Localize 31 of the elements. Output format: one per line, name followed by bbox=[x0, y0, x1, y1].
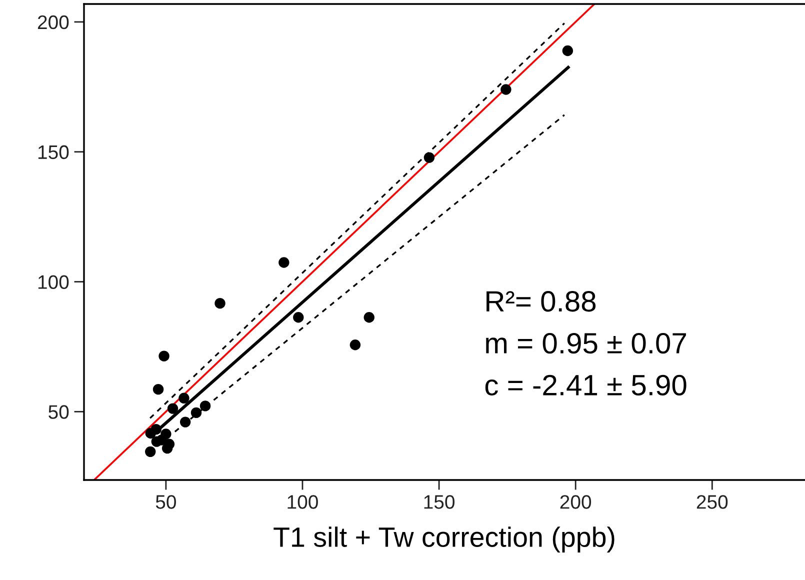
annotation: c = -2.41 ± 5.90 bbox=[485, 374, 686, 396]
point bbox=[200, 400, 211, 412]
y-tick-label: 200 bbox=[38, 15, 69, 30]
point bbox=[190, 407, 202, 418]
x-tick-label: 200 bbox=[560, 495, 592, 509]
point bbox=[178, 392, 190, 404]
point bbox=[214, 298, 226, 309]
y-tick-label: 50 bbox=[48, 405, 69, 419]
x-tick-label: 150 bbox=[424, 495, 454, 509]
y-tick-label: 100 bbox=[38, 275, 69, 289]
annotation: m = 0.95 ± 0.07 bbox=[486, 332, 686, 354]
point bbox=[152, 384, 164, 395]
point bbox=[424, 152, 435, 163]
point bbox=[158, 350, 170, 362]
point bbox=[156, 434, 167, 446]
annotation: R²= 0.88 bbox=[486, 291, 596, 312]
x-axis-title: T1 silt + Tw correction (ppb) bbox=[274, 526, 614, 552]
point bbox=[293, 312, 304, 323]
x-tick-label: 100 bbox=[288, 495, 318, 509]
y-tick-label: 150 bbox=[38, 145, 69, 160]
x-tick-label: 250 bbox=[696, 495, 728, 509]
point bbox=[150, 424, 162, 435]
point bbox=[167, 403, 178, 414]
point bbox=[278, 257, 290, 268]
point bbox=[364, 312, 374, 323]
point bbox=[145, 446, 156, 458]
point bbox=[500, 84, 512, 95]
point bbox=[350, 340, 361, 350]
point bbox=[562, 45, 574, 56]
point bbox=[180, 416, 191, 428]
x-tick-label: 50 bbox=[156, 495, 176, 509]
